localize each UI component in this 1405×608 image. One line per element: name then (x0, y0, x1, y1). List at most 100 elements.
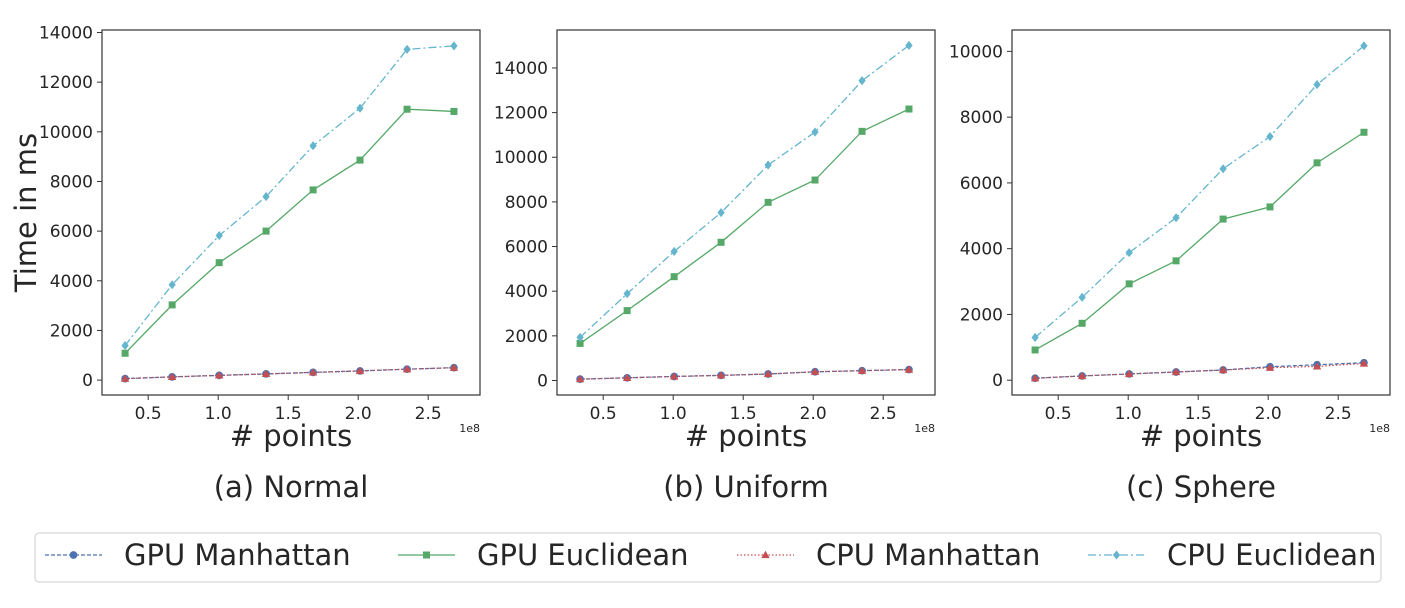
legend-frame (34, 532, 1382, 583)
data-point (1359, 359, 1369, 367)
data-point (622, 373, 632, 381)
x-tick-label: 1.0 (660, 404, 687, 424)
data-point (1031, 332, 1039, 343)
data-point (167, 372, 177, 381)
legend-marker (1112, 550, 1121, 560)
data-point (1172, 213, 1180, 223)
data-point (1265, 363, 1275, 371)
y-tick-label: 12000 (39, 73, 93, 93)
data-point (449, 363, 459, 371)
data-point (811, 176, 819, 184)
y-tick-label: 10000 (39, 123, 93, 143)
series-cpu-manhattan (120, 363, 459, 382)
series-line (580, 368, 909, 380)
subplot-2: 0.5 1.0 1.5 2.0 2.5 0 2000 4000 6000 8000 10000 120… (494, 29, 936, 504)
y-tick-label: 4000 (960, 240, 1003, 260)
legend-label: CPU Manhattan (816, 538, 1040, 572)
y-tick-label: 10000 (494, 148, 548, 168)
data-point (858, 76, 866, 86)
legend: GPU Manhattan GPU Euclidean CPU Manhattan C… (34, 532, 1382, 583)
x-offset-label: 1e8 (1369, 422, 1390, 435)
data-point (1125, 248, 1133, 258)
x-offset-label: 1e8 (459, 422, 480, 435)
y-tick-label: 10000 (949, 42, 1003, 62)
data-point (1172, 257, 1180, 265)
x-tick-label: 2.0 (800, 404, 827, 424)
y-tick-label: 12000 (494, 104, 548, 124)
data-point (1360, 41, 1368, 51)
series-line (1034, 45, 1365, 338)
data-point (402, 364, 412, 373)
data-point (262, 192, 270, 202)
y-tick-label: 8000 (960, 108, 1003, 128)
data-point (214, 371, 224, 379)
data-point (575, 374, 585, 383)
x-tick-label: 1.0 (1115, 404, 1142, 424)
series-line (125, 367, 454, 380)
x-tick-label: 0.5 (135, 404, 162, 424)
data-point (450, 107, 458, 115)
data-point (857, 366, 867, 374)
data-point (1313, 159, 1321, 167)
series-line (1035, 362, 1365, 379)
legend-item-gpu-manhattan: GPU Manhattan (45, 538, 351, 572)
series-line (124, 45, 455, 346)
x-tick-label: 2.5 (415, 404, 442, 424)
y-tick-label: 8000 (50, 172, 93, 192)
data-point (215, 259, 223, 267)
subplot-caption: (a) Normal (214, 470, 369, 504)
data-point (1030, 374, 1040, 382)
series-cpu-euclidean (121, 41, 458, 351)
data-point (1219, 215, 1227, 223)
legend-marker (69, 551, 78, 559)
x-axis-label: # points (230, 419, 353, 453)
data-point (858, 127, 866, 135)
data-point (905, 40, 913, 50)
plots: 0.5 1.0 1.5 2.0 2.5 0 2000 4000 6000 8000 10000 120… (9, 23, 1391, 504)
x-axis-label: # points (1140, 419, 1263, 453)
data-point (309, 141, 317, 151)
x-tick-label: 2.5 (1325, 404, 1352, 424)
data-point (1266, 131, 1274, 142)
data-point (403, 44, 411, 54)
data-point (763, 369, 773, 378)
y-axis-label: Time in ms (9, 133, 43, 293)
data-point (215, 231, 223, 241)
data-point (716, 371, 726, 379)
y-tick-label: 2000 (50, 321, 93, 341)
y-tick-label: 6000 (960, 174, 1003, 194)
series-gpu-euclidean (1031, 128, 1368, 354)
subplot-caption: (c) Sphere (1126, 470, 1276, 504)
data-point (905, 105, 913, 113)
plot-frame (101, 29, 481, 396)
data-point (1312, 362, 1322, 370)
x-offset-label: 1e8 (914, 422, 935, 435)
data-point (121, 349, 129, 357)
data-point (1125, 280, 1133, 288)
data-point (1313, 80, 1321, 90)
legend-label: GPU Manhattan (124, 538, 351, 572)
data-point (1219, 164, 1227, 174)
x-tick-label: 0.5 (590, 404, 617, 424)
data-point (168, 301, 176, 309)
series-cpu-manhattan (1030, 359, 1369, 382)
x-tick-label: 2.0 (1255, 404, 1282, 424)
plot-frame (1011, 29, 1391, 396)
data-point (669, 372, 679, 380)
legend-item-cpu-euclidean: CPU Euclidean (1088, 538, 1376, 572)
data-point (1266, 203, 1274, 211)
data-point (670, 273, 678, 281)
data-point (717, 208, 725, 218)
data-point (1171, 367, 1181, 376)
series-gpu-euclidean (121, 105, 458, 357)
data-point (308, 368, 318, 376)
series-line (579, 44, 910, 338)
data-point (811, 127, 819, 137)
legend-label: CPU Euclidean (1167, 538, 1376, 572)
legend-item-cpu-manhattan: CPU Manhattan (737, 538, 1040, 572)
data-point (262, 227, 270, 235)
y-tick-label: 8000 (505, 193, 548, 213)
subplot-caption: (b) Uniform (663, 470, 829, 504)
x-tick-label: 1.0 (205, 404, 232, 424)
data-point (403, 105, 411, 113)
